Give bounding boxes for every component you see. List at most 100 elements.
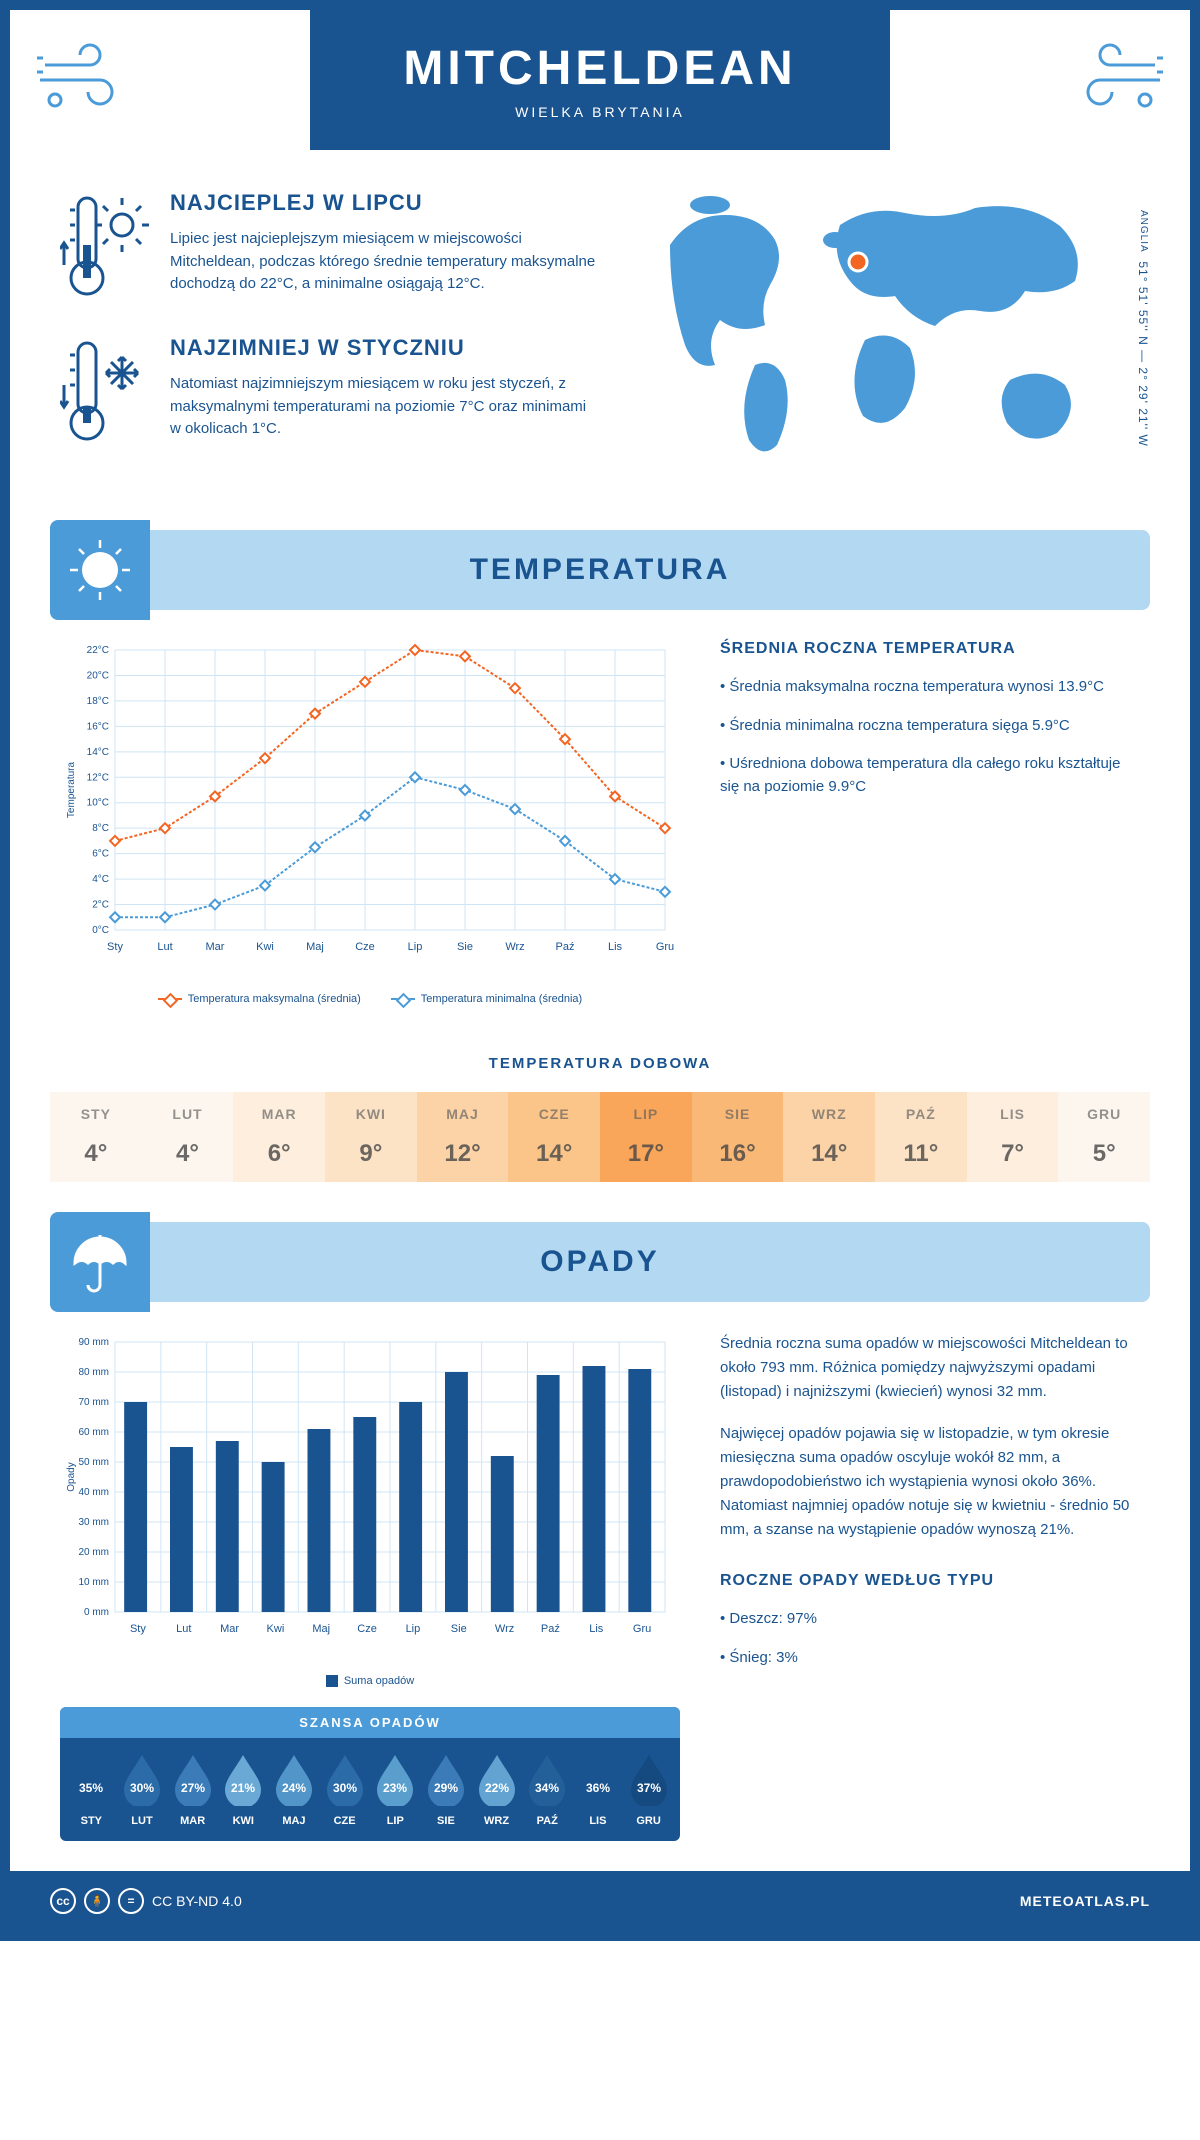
chance-drop: 22%WRZ xyxy=(474,1752,520,1827)
thermometer-snow-icon xyxy=(60,335,150,450)
daily-cell: MAJ12° xyxy=(417,1092,509,1182)
chance-drop: 21%KWI xyxy=(220,1752,266,1827)
precip-stats: Średnia roczna suma opadów w miejscowośc… xyxy=(720,1332,1140,1841)
daily-cell: KWI9° xyxy=(325,1092,417,1182)
svg-text:Wrz: Wrz xyxy=(495,1623,514,1635)
svg-text:21%: 21% xyxy=(231,1781,255,1795)
svg-text:Lip: Lip xyxy=(406,1623,421,1635)
by-icon: 🧍 xyxy=(84,1888,110,1914)
daily-cell: LUT4° xyxy=(142,1092,234,1182)
svg-text:80 mm: 80 mm xyxy=(78,1367,109,1378)
svg-text:50 mm: 50 mm xyxy=(78,1457,109,1468)
legend-max: Temperatura maksymalna (średnia) xyxy=(158,993,361,1005)
svg-text:Sty: Sty xyxy=(107,941,123,953)
warmest-text: Lipiec jest najcieplejszym miesiącem w m… xyxy=(170,228,600,296)
svg-text:Sie: Sie xyxy=(451,1623,467,1635)
sun-icon xyxy=(50,520,150,620)
daily-cell: WRZ14° xyxy=(783,1092,875,1182)
svg-text:18°C: 18°C xyxy=(87,696,109,707)
svg-text:37%: 37% xyxy=(637,1781,661,1795)
svg-text:Paź: Paź xyxy=(556,941,575,953)
svg-text:Paź: Paź xyxy=(541,1623,560,1635)
chance-drop: 37%GRU xyxy=(626,1752,672,1827)
legend-min: Temperatura minimalna (średnia) xyxy=(391,993,582,1005)
license-block: cc 🧍 = CC BY-ND 4.0 xyxy=(50,1888,242,1914)
svg-text:Lis: Lis xyxy=(589,1623,604,1635)
chance-drop: 23%LIP xyxy=(372,1752,418,1827)
svg-text:Lis: Lis xyxy=(608,941,623,953)
svg-text:Opady: Opady xyxy=(66,1462,77,1491)
cc-icon: cc xyxy=(50,1888,76,1914)
svg-text:Cze: Cze xyxy=(357,1623,377,1635)
svg-text:Lut: Lut xyxy=(157,941,172,953)
svg-text:23%: 23% xyxy=(383,1781,407,1795)
map-block: ANGLIA 51° 51' 55'' N — 2° 29' 21'' W xyxy=(640,190,1140,480)
chance-drop: 34%PAŹ xyxy=(524,1752,570,1827)
daily-cell: MAR6° xyxy=(233,1092,325,1182)
svg-text:40 mm: 40 mm xyxy=(78,1487,109,1498)
svg-text:10°C: 10°C xyxy=(87,798,109,809)
temperature-stats: ŚREDNIA ROCZNA TEMPERATURA • Średnia mak… xyxy=(720,640,1140,1005)
svg-text:22°C: 22°C xyxy=(87,645,109,656)
chance-drop: 30%CZE xyxy=(322,1752,368,1827)
svg-text:30%: 30% xyxy=(333,1781,357,1795)
world-map-icon xyxy=(640,190,1110,460)
svg-text:12°C: 12°C xyxy=(87,772,109,783)
daily-cell: PAŹ11° xyxy=(875,1092,967,1182)
svg-text:Temperatura: Temperatura xyxy=(66,761,77,818)
svg-text:14°C: 14°C xyxy=(87,747,109,758)
chance-drop: 35%STY xyxy=(68,1752,114,1827)
svg-text:Wrz: Wrz xyxy=(505,941,524,953)
svg-text:60 mm: 60 mm xyxy=(78,1427,109,1438)
temperature-line-chart: 0°C2°C4°C6°C8°C10°C12°C14°C16°C18°C20°C2… xyxy=(60,640,680,980)
svg-text:10 mm: 10 mm xyxy=(78,1577,109,1588)
svg-text:Mar: Mar xyxy=(220,1623,239,1635)
daily-temp-heading: TEMPERATURA DOBOWA xyxy=(10,1055,1190,1072)
precip-chance-box: SZANSA OPADÓW 35%STY30%LUT27%MAR21%KWI24… xyxy=(60,1707,680,1841)
chance-drop: 30%LUT xyxy=(119,1752,165,1827)
svg-text:Gru: Gru xyxy=(633,1623,651,1635)
precip-section-header: OPADY xyxy=(50,1222,1150,1302)
intro-section: NAJCIEPLEJ W LIPCU Lipiec jest najcieple… xyxy=(10,150,1190,520)
svg-text:30 mm: 30 mm xyxy=(78,1517,109,1528)
svg-text:27%: 27% xyxy=(181,1781,205,1795)
infographic-container: MITCHELDEAN WIELKA BRYTANIA xyxy=(0,0,1200,1941)
svg-text:34%: 34% xyxy=(535,1781,559,1795)
wind-icon-right xyxy=(1040,10,1190,150)
coldest-block: NAJZIMNIEJ W STYCZNIU Natomiast najzimni… xyxy=(60,335,600,450)
temperature-chart-row: 0°C2°C4°C6°C8°C10°C12°C14°C16°C18°C20°C2… xyxy=(10,640,1190,1035)
svg-text:29%: 29% xyxy=(434,1781,458,1795)
svg-text:Gru: Gru xyxy=(656,941,674,953)
svg-text:90 mm: 90 mm xyxy=(78,1337,109,1348)
chance-drop: 27%MAR xyxy=(170,1752,216,1827)
svg-text:24%: 24% xyxy=(282,1781,306,1795)
warmest-title: NAJCIEPLEJ W LIPCU xyxy=(170,190,600,216)
svg-text:Maj: Maj xyxy=(312,1623,330,1635)
svg-text:22%: 22% xyxy=(485,1781,509,1795)
daily-cell: LIP17° xyxy=(600,1092,692,1182)
svg-text:30%: 30% xyxy=(130,1781,154,1795)
precip-chart-row: 0 mm10 mm20 mm30 mm40 mm50 mm60 mm70 mm8… xyxy=(10,1332,1190,1871)
svg-text:36%: 36% xyxy=(586,1781,610,1795)
svg-text:16°C: 16°C xyxy=(87,721,109,732)
site-name: METEOATLAS.PL xyxy=(1020,1893,1150,1909)
svg-text:0 mm: 0 mm xyxy=(84,1607,109,1618)
precip-bar-chart: 0 mm10 mm20 mm30 mm40 mm50 mm60 mm70 mm8… xyxy=(60,1332,680,1662)
daily-cell: CZE14° xyxy=(508,1092,600,1182)
wind-icon-left xyxy=(10,10,160,150)
svg-text:Sie: Sie xyxy=(457,941,473,953)
svg-text:6°C: 6°C xyxy=(92,849,109,860)
svg-text:8°C: 8°C xyxy=(92,823,109,834)
nd-icon: = xyxy=(118,1888,144,1914)
warmest-block: NAJCIEPLEJ W LIPCU Lipiec jest najcieple… xyxy=(60,190,600,305)
svg-text:20 mm: 20 mm xyxy=(78,1547,109,1558)
svg-text:Mar: Mar xyxy=(206,941,225,953)
city-name: MITCHELDEAN xyxy=(403,41,796,96)
svg-text:4°C: 4°C xyxy=(92,874,109,885)
coordinates: ANGLIA 51° 51' 55'' N — 2° 29' 21'' W xyxy=(1136,210,1150,447)
footer: cc 🧍 = CC BY-ND 4.0 METEOATLAS.PL xyxy=(10,1871,1190,1931)
thermometer-sun-icon xyxy=(60,190,150,305)
legend-precip: Suma opadów xyxy=(326,1675,414,1687)
temperature-section-header: TEMPERATURA xyxy=(50,530,1150,610)
chance-drop: 24%MAJ xyxy=(271,1752,317,1827)
